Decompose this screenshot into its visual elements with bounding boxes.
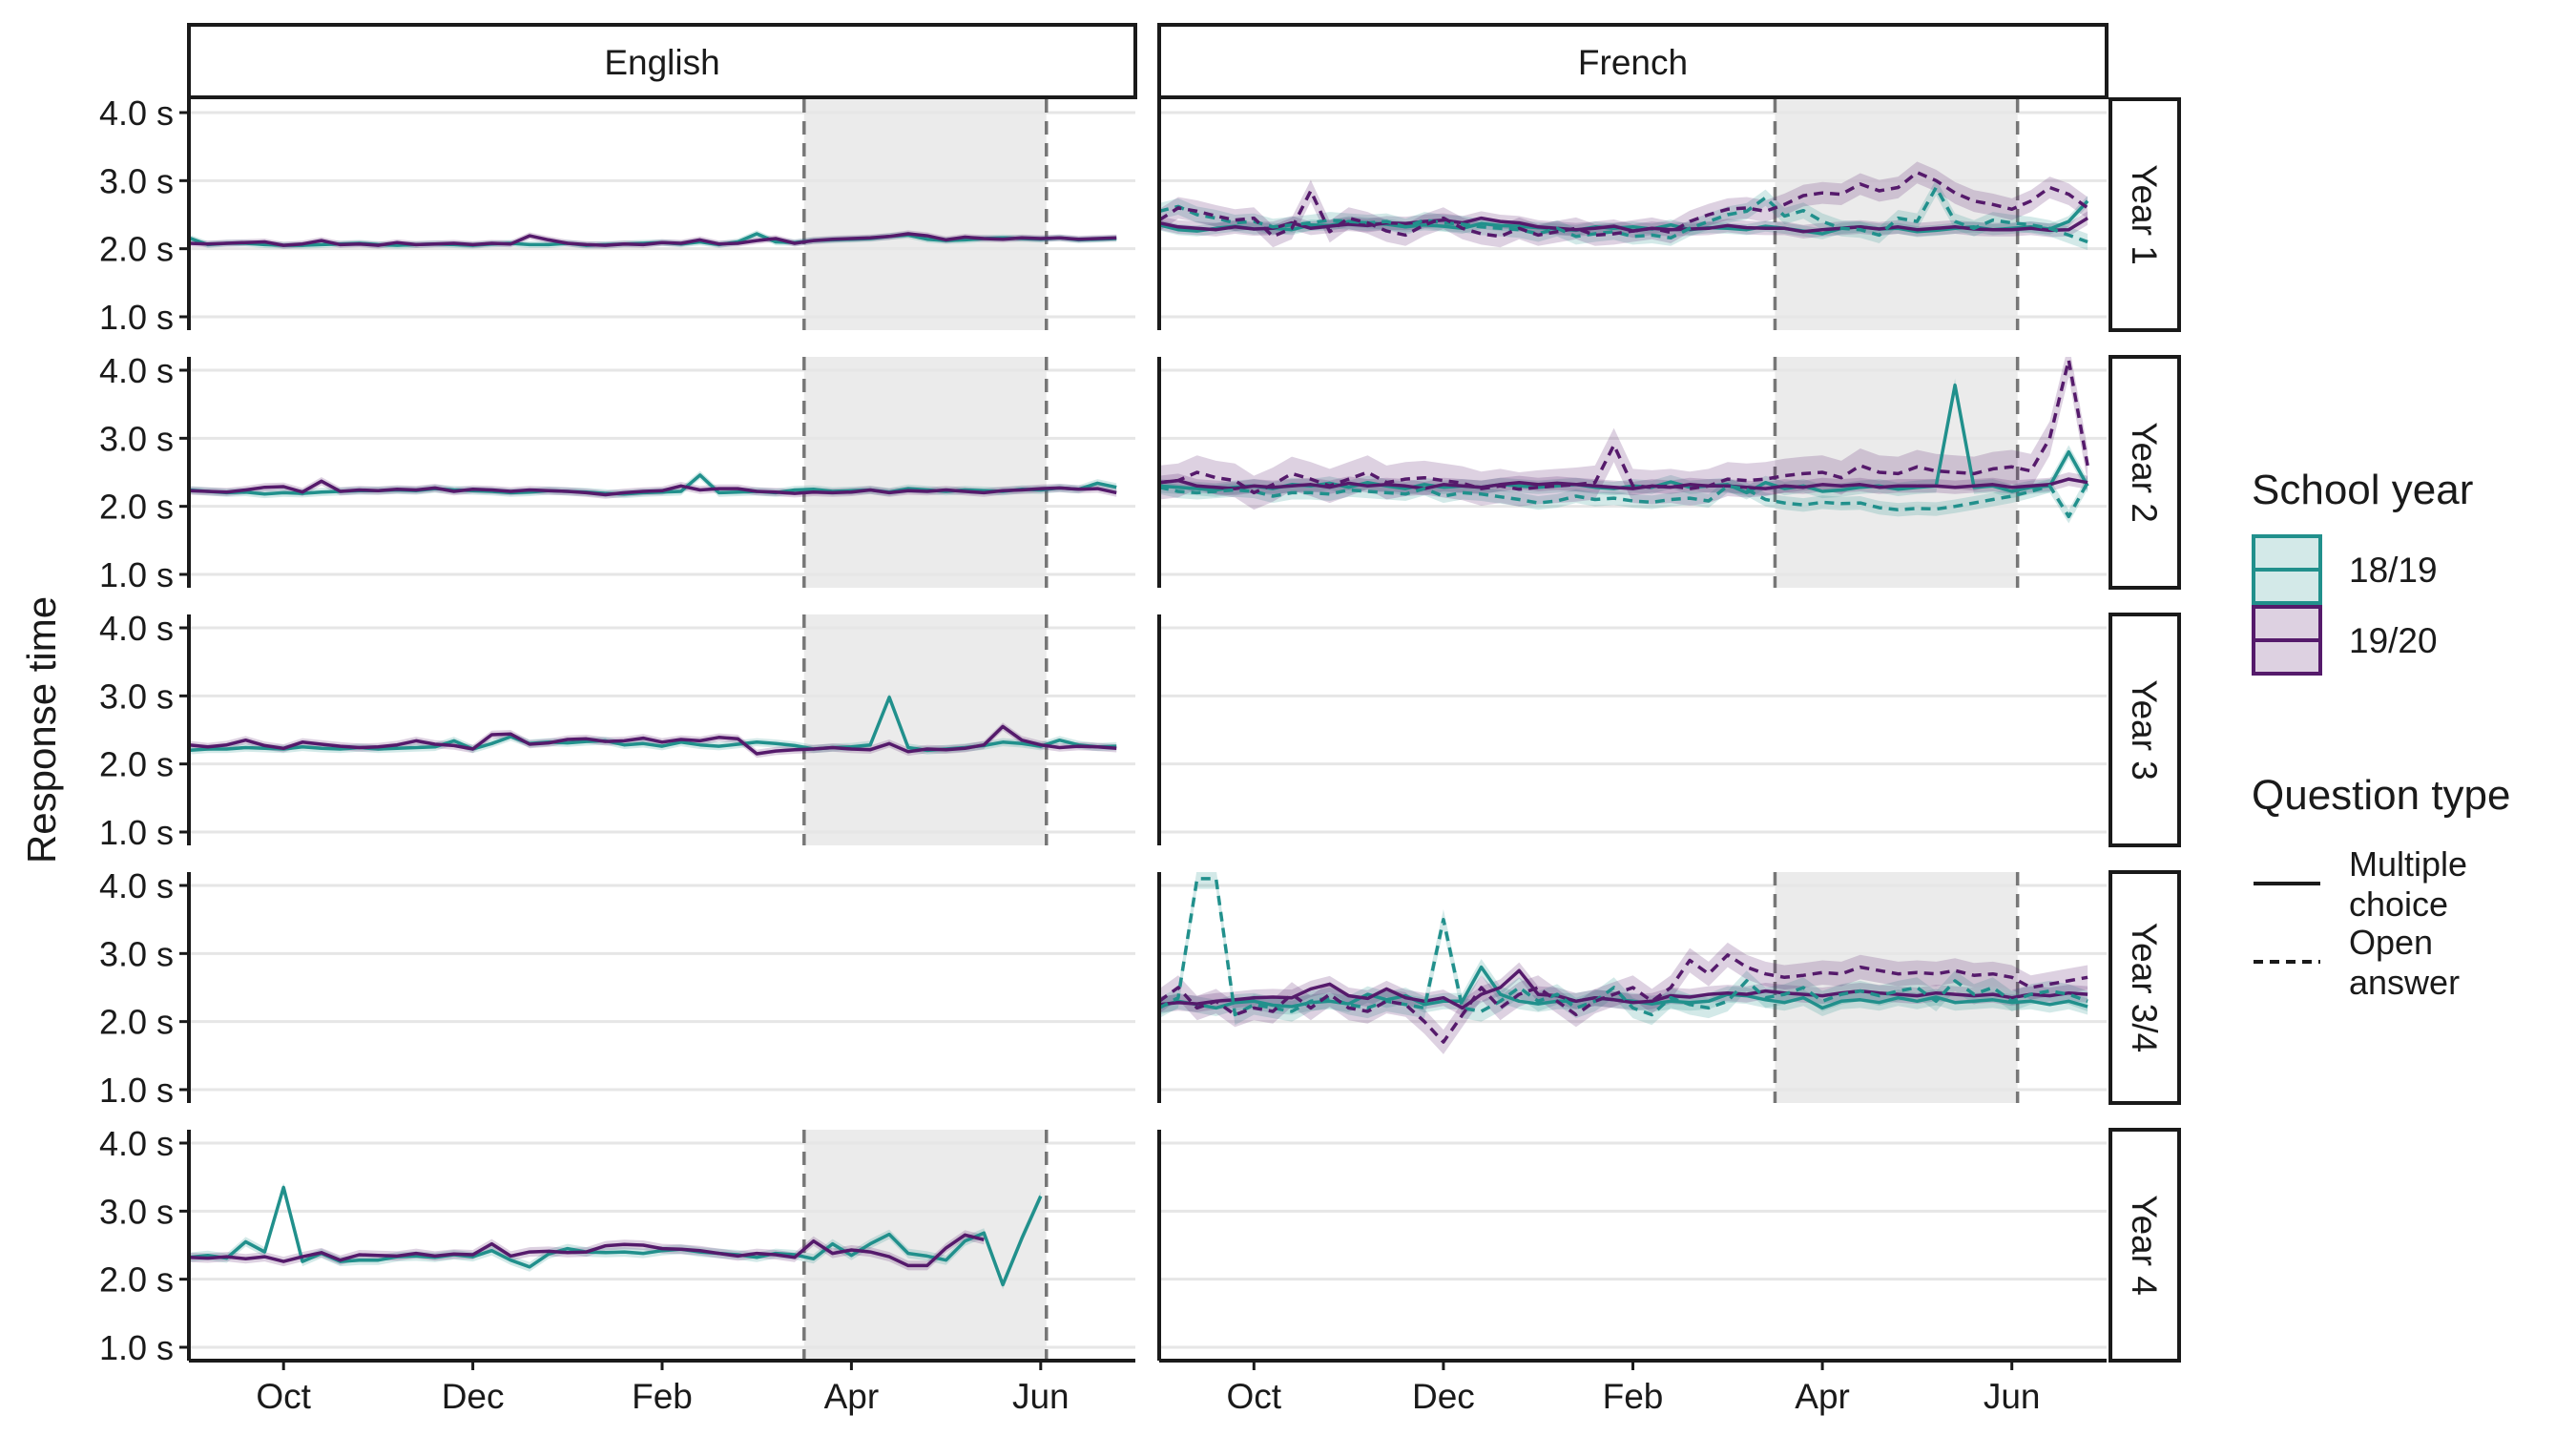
- x-tick-label: Oct: [1227, 1377, 1282, 1416]
- panel-english-year-1: [189, 99, 1135, 330]
- x-tick-label: Jun: [1012, 1377, 1070, 1416]
- y-tick-label: 3.0 s: [99, 1192, 174, 1231]
- series-line-19-20-multiple-choice: [1159, 477, 2088, 490]
- confidence-band-18-19-open-answer: [1159, 872, 2088, 1026]
- column-strip-label: French: [1578, 43, 1688, 82]
- legend-school-year-title: School year: [2252, 467, 2473, 513]
- y-tick-label: 1.0 s: [99, 813, 174, 852]
- y-tick-label: 1.0 s: [99, 1328, 174, 1367]
- row-strip-box: [2109, 613, 2181, 847]
- shaded-period: [803, 99, 1047, 330]
- y-tick-label: 1.0 s: [99, 1071, 174, 1110]
- series-line-18-19-open-answer: [1159, 185, 2088, 244]
- y-tick-label: 2.0 s: [99, 745, 174, 784]
- legend-label-19-20: 19/20: [2349, 621, 2438, 660]
- confidence-band-18-19-open-answer: [1159, 178, 2088, 251]
- panel-english-year-3: [189, 614, 1135, 845]
- series-line-19-20-multiple-choice: [189, 1233, 985, 1268]
- panel-english-year-4: [189, 1130, 1135, 1361]
- row-strip-label: Year 3/4: [2125, 923, 2164, 1052]
- y-tick-label: 2.0 s: [99, 488, 174, 527]
- series-line-19-20-multiple-choice: [1159, 216, 2089, 234]
- legend-linetype-label: Open: [2349, 923, 2433, 962]
- panels-layer: [189, 99, 2107, 1361]
- series-group: [1159, 357, 2089, 524]
- y-tick-label: 4.0 s: [99, 1124, 174, 1163]
- shaded-period: [803, 1130, 1047, 1361]
- column-strip-box: [187, 23, 1137, 99]
- x-tick-label: Apr: [824, 1377, 880, 1416]
- shaded-period: [803, 357, 1047, 588]
- y-tick-label: 1.0 s: [99, 555, 174, 594]
- x-tick-label: Feb: [1603, 1377, 1664, 1416]
- panel-french-year-2: [1159, 357, 2107, 588]
- shaded-period: [1775, 99, 2018, 330]
- panel-french-year-3-4: [1159, 872, 2107, 1103]
- legend-linetype-label: Multiple: [2349, 844, 2467, 884]
- confidence-band-19-20-multiple-choice: [1159, 472, 2088, 496]
- series-group: [1159, 161, 2089, 251]
- y-tick-label: 1.0 s: [99, 298, 174, 337]
- y-tick-label: 2.0 s: [99, 1003, 174, 1042]
- y-tick-label: 3.0 s: [99, 161, 174, 200]
- series-group: [189, 230, 1117, 249]
- x-tick-label: Apr: [1795, 1377, 1850, 1416]
- panel-french-year-4: [1159, 1141, 2107, 1349]
- series-line-19-20-multiple-choice: [189, 724, 1117, 756]
- row-strip-label: Year 2: [2125, 422, 2164, 523]
- panel-english-year-3-4: [189, 884, 1135, 1092]
- y-tick-label: 4.0 s: [99, 866, 174, 905]
- x-tick-label: Dec: [442, 1377, 505, 1416]
- series-line-19-20-open-answer: [1159, 171, 2089, 239]
- x-tick-label: Jun: [1984, 1377, 2041, 1416]
- y-tick-label: 2.0 s: [99, 230, 174, 269]
- y-axis-title: Response time: [19, 596, 64, 864]
- panel-french-year-3: [1159, 626, 2107, 834]
- series-line-19-20-open-answer: [1159, 358, 2089, 495]
- row-strip-label: Year 3: [2125, 679, 2164, 780]
- series-group: [189, 1182, 1043, 1290]
- legend: School year Question type 18/19 19/20 Mult…: [2252, 467, 2511, 1002]
- row-strip-box: [2109, 355, 2181, 590]
- y-tick-label: 4.0 s: [99, 609, 174, 648]
- row-strip-label: Year 1: [2125, 164, 2164, 265]
- confidence-band-19-20-multiple-choice: [1159, 211, 2088, 239]
- row-strip-label: Year 4: [2125, 1195, 2164, 1296]
- y-tick-label: 2.0 s: [99, 1260, 174, 1300]
- axes-layer: 1.0 s 2.0 s 3.0 s 4.0 s 1.0 s 2.0 s 3.0 s 4.0 s…: [99, 94, 2107, 1416]
- series-line-18-19-open-answer: [1159, 481, 2089, 519]
- series-line-18-19-open-answer: [1159, 877, 2088, 1017]
- x-tick-label: Oct: [256, 1377, 311, 1416]
- series-group: [189, 470, 1117, 499]
- row-strip-box: [2109, 97, 2181, 332]
- x-tick-label: Feb: [632, 1377, 693, 1416]
- legend-label-18-19: 18/19: [2349, 551, 2438, 590]
- shaded-period: [1775, 872, 2018, 1103]
- y-tick-label: 4.0 s: [99, 94, 174, 133]
- panel-english-year-2: [189, 357, 1135, 588]
- series-line-19-20-multiple-choice: [1159, 968, 2088, 1010]
- column-strip-label: English: [604, 43, 719, 82]
- y-tick-label: 4.0 s: [99, 351, 174, 390]
- x-tick-label: Dec: [1412, 1377, 1475, 1416]
- row-strip-box: [2109, 870, 2181, 1105]
- series-line-19-20-multiple-choice: [189, 232, 1117, 247]
- y-tick-label: 3.0 s: [99, 934, 174, 973]
- series-group: [189, 693, 1117, 759]
- column-strip-box: [1157, 23, 2109, 99]
- legend-linetype-label: answer: [2349, 963, 2460, 1002]
- panel-french-year-1: [1159, 99, 2107, 330]
- series-line-19-20-multiple-choice: [189, 479, 1117, 497]
- legend-linetype-label: choice: [2349, 884, 2448, 924]
- y-tick-label: 3.0 s: [99, 419, 174, 458]
- series-group: [1159, 872, 2088, 1054]
- confidence-band-19-20-open-answer: [1159, 357, 2088, 510]
- strips-layer: English French Year 1 Year 2 Year 3 Year 3/4 Y…: [187, 23, 2181, 1363]
- row-strip-box: [2109, 1128, 2181, 1363]
- legend-question-type-title: Question type: [2252, 772, 2511, 819]
- y-tick-label: 3.0 s: [99, 676, 174, 716]
- series-line-19-20-open-answer: [1159, 953, 2088, 1044]
